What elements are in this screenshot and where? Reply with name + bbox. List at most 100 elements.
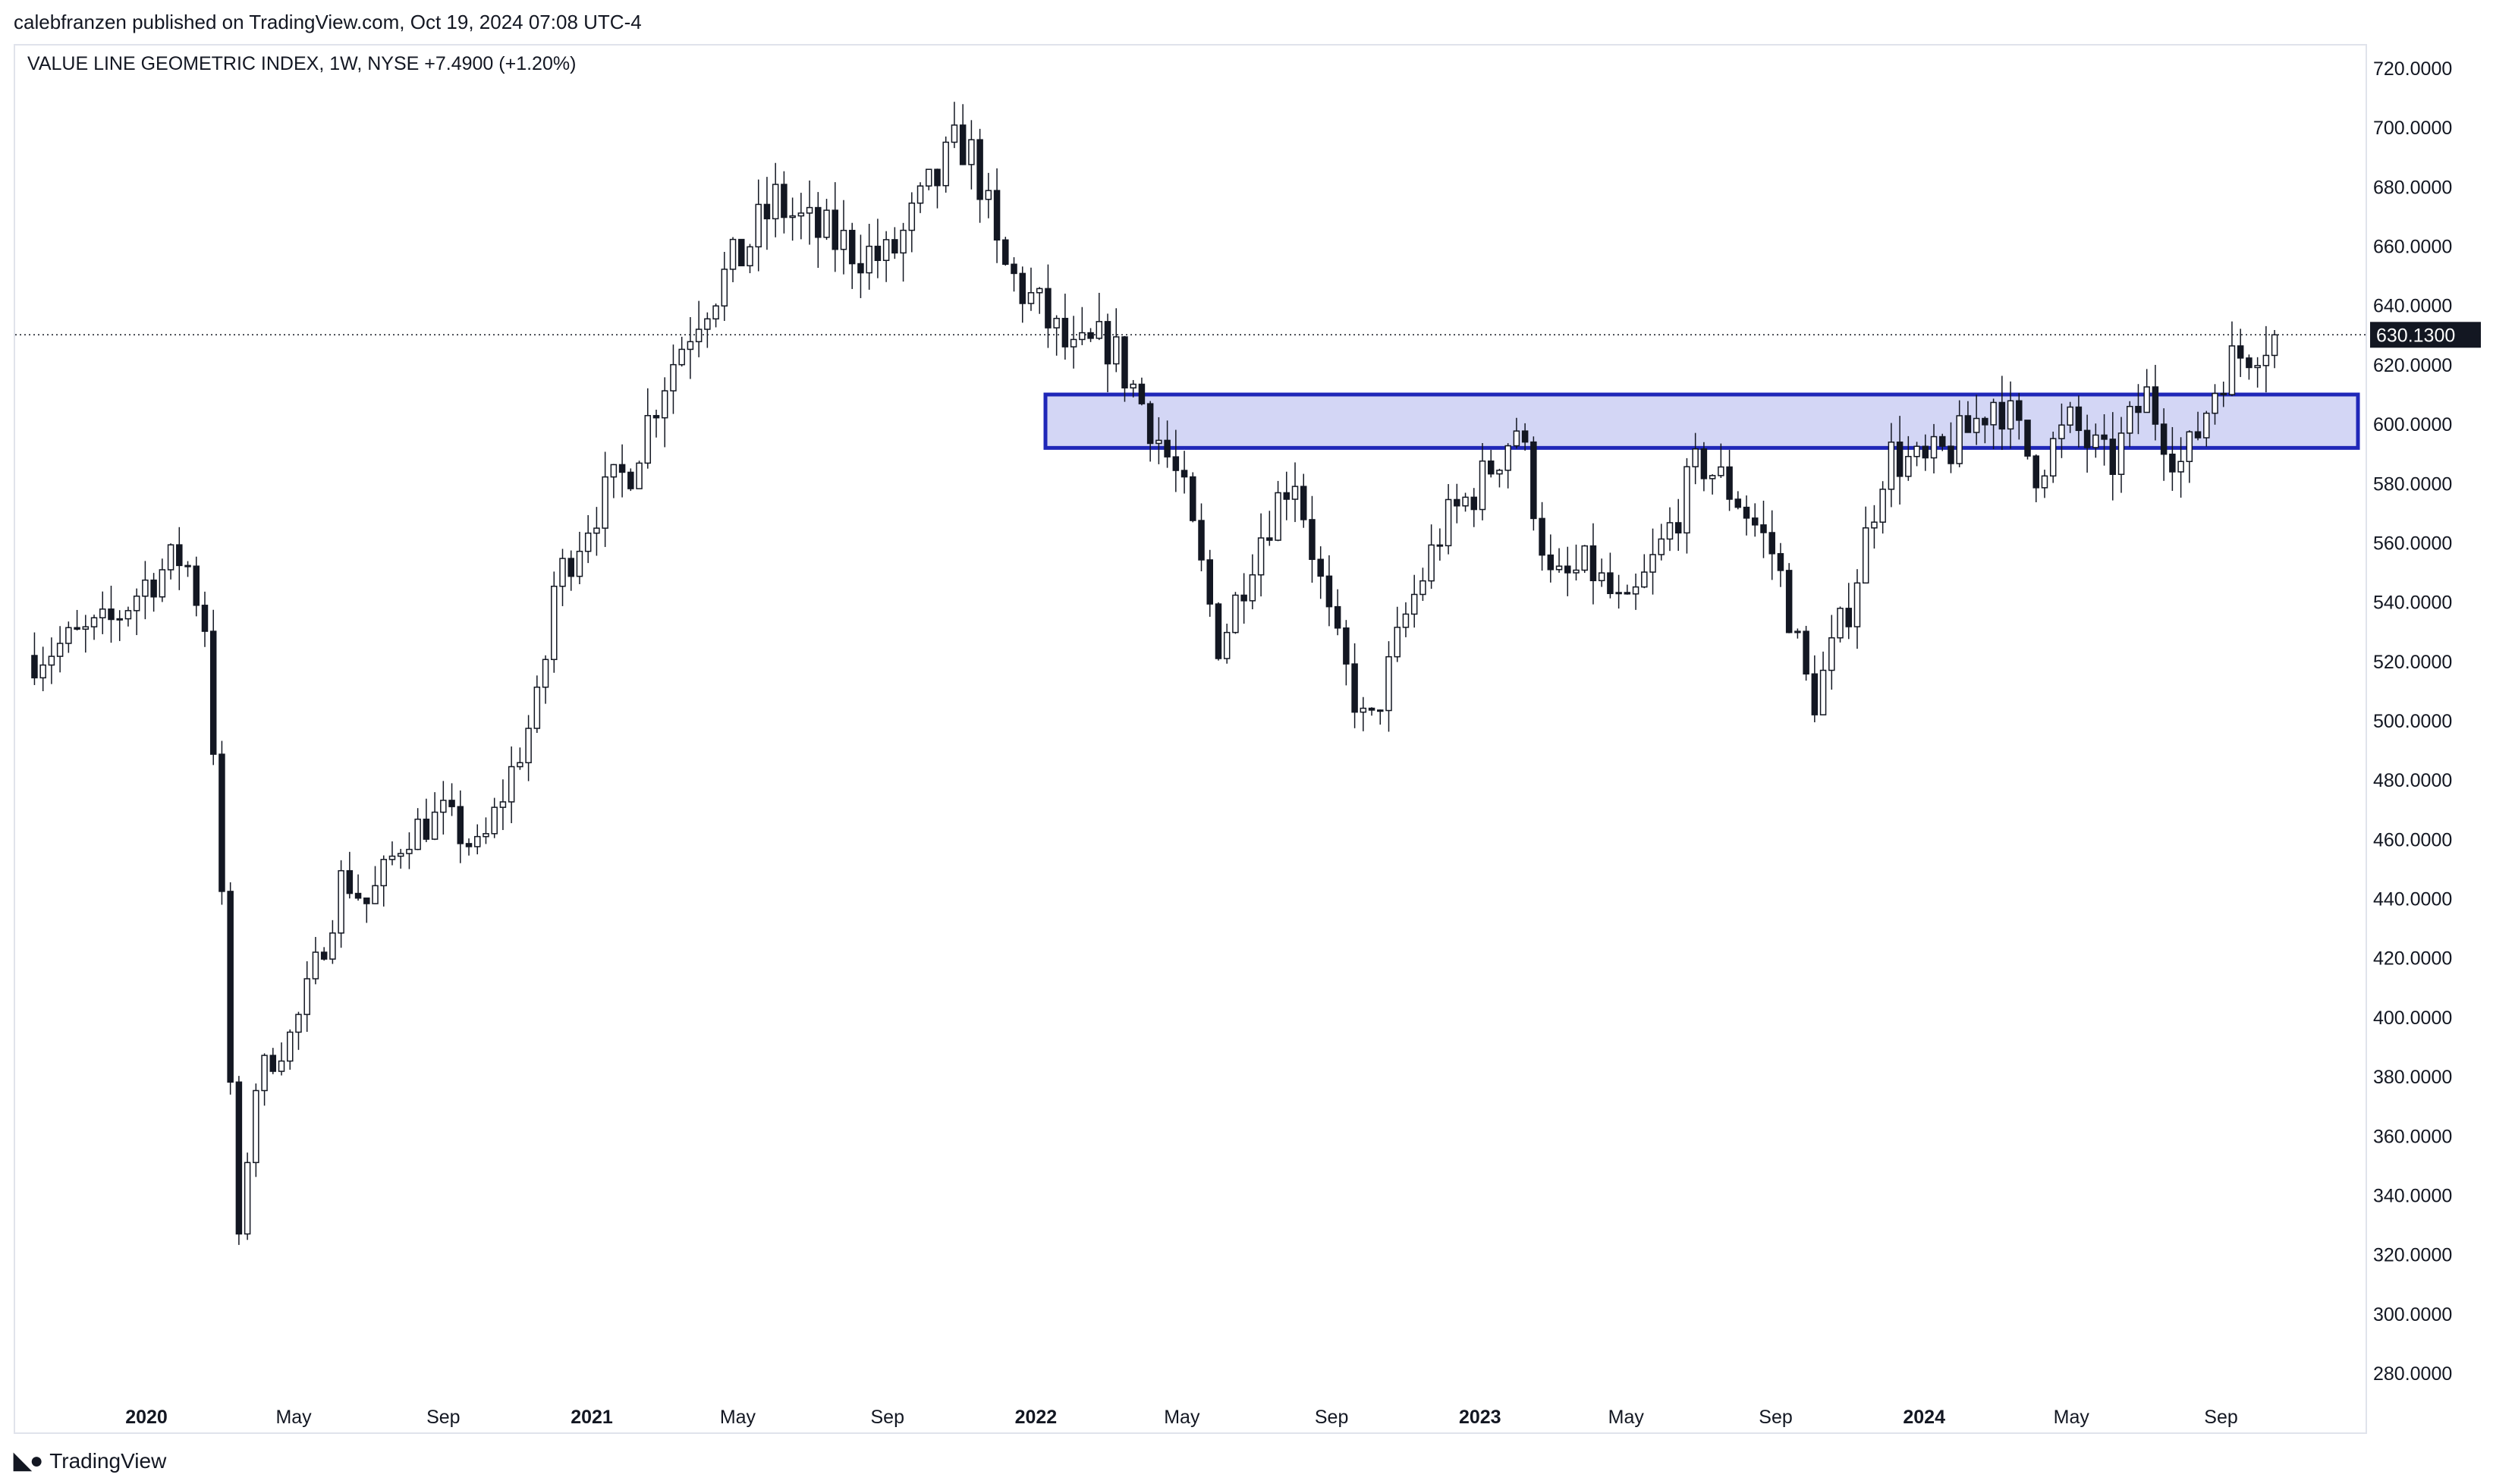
y-tick-label: 340.0000 bbox=[2373, 1185, 2452, 1206]
candle-body bbox=[278, 1060, 285, 1072]
candle-body bbox=[388, 855, 396, 860]
candle-body bbox=[1206, 559, 1213, 605]
candle-body bbox=[1734, 498, 1742, 508]
candle-body bbox=[729, 238, 737, 270]
candle-body bbox=[2186, 431, 2193, 463]
candle-body bbox=[1982, 417, 1988, 426]
candle-body bbox=[1862, 527, 1869, 584]
y-tick-label: 600.0000 bbox=[2373, 414, 2452, 435]
candle-body bbox=[721, 269, 728, 307]
candle-body bbox=[201, 605, 209, 632]
last-price-label: 630.1300 bbox=[2376, 325, 2455, 346]
candle-body bbox=[1146, 403, 1154, 445]
candle-body bbox=[1922, 445, 1929, 459]
y-tick-label: 540.0000 bbox=[2373, 593, 2452, 614]
candle-body bbox=[593, 527, 600, 534]
y-tick-label: 660.0000 bbox=[2373, 237, 2452, 258]
candle-body bbox=[380, 859, 387, 887]
candle-body bbox=[1845, 608, 1853, 627]
candle-body bbox=[670, 363, 677, 391]
candle-body bbox=[815, 206, 822, 238]
candle-body bbox=[1564, 565, 1571, 574]
y-tick-label: 640.0000 bbox=[2373, 296, 2452, 317]
candle-body bbox=[448, 800, 455, 807]
candle-body bbox=[287, 1031, 294, 1062]
y-tick-label: 560.0000 bbox=[2373, 533, 2452, 554]
candle-body bbox=[1240, 594, 1247, 602]
candle-body bbox=[678, 348, 685, 366]
candle-body bbox=[1360, 707, 1367, 713]
candle-body bbox=[320, 951, 328, 960]
candle-body bbox=[1794, 630, 1801, 634]
candle-body bbox=[823, 209, 830, 238]
candle-body bbox=[1343, 627, 1350, 665]
candle-body bbox=[1487, 460, 1495, 475]
candle-body bbox=[567, 558, 574, 577]
candle-body bbox=[82, 626, 90, 630]
candle-body bbox=[483, 833, 489, 838]
candle-body bbox=[2083, 429, 2091, 448]
candle-body bbox=[1692, 448, 1699, 467]
candle-body bbox=[1172, 456, 1180, 471]
y-tick-label: 620.0000 bbox=[2373, 355, 2452, 376]
candle-body bbox=[882, 239, 890, 262]
candle-body bbox=[747, 246, 753, 266]
candle-body bbox=[1002, 239, 1009, 266]
candle-body bbox=[2041, 475, 2048, 489]
candle-body bbox=[661, 390, 668, 419]
x-tick-label: Sep bbox=[2204, 1407, 2237, 1428]
candle-body bbox=[2143, 386, 2150, 413]
candle-body bbox=[116, 618, 123, 621]
candle-body bbox=[848, 229, 856, 265]
candle-body bbox=[1436, 544, 1444, 547]
candle-body bbox=[1104, 321, 1111, 365]
x-tick-label: Sep bbox=[870, 1407, 904, 1428]
candle-body bbox=[1419, 580, 1426, 596]
candle-body bbox=[806, 206, 813, 214]
tradingview-brand[interactable]: ◣● TradingView bbox=[14, 1448, 166, 1474]
candle-body bbox=[2160, 423, 2168, 455]
candle-body bbox=[1666, 522, 1674, 540]
candle-body bbox=[1998, 401, 2006, 430]
candle-body bbox=[142, 579, 149, 597]
candle-body bbox=[2228, 345, 2236, 395]
candle-body bbox=[1905, 455, 1912, 477]
candle-body bbox=[644, 415, 652, 464]
candle-body bbox=[56, 643, 64, 657]
candle-body bbox=[465, 843, 473, 847]
candle-body bbox=[1079, 332, 1086, 341]
x-tick-label: 2024 bbox=[1903, 1407, 1945, 1428]
candle-body bbox=[2049, 438, 2057, 477]
candle-body bbox=[1990, 401, 1997, 426]
candle-body bbox=[1470, 496, 1478, 511]
x-tick-label: Sep bbox=[426, 1407, 460, 1428]
candle-body bbox=[31, 655, 38, 679]
resistance-zone bbox=[1043, 392, 2360, 450]
candle-body bbox=[1138, 383, 1146, 404]
candle-body bbox=[789, 215, 796, 219]
candle-body bbox=[1070, 338, 1077, 347]
chart-legend: VALUE LINE GEOMETRIC INDEX, 1W, NYSE +7.… bbox=[27, 53, 577, 74]
candle-body bbox=[993, 190, 1001, 241]
y-tick-label: 680.0000 bbox=[2373, 177, 2452, 198]
candle-body bbox=[338, 869, 344, 934]
candle-body bbox=[976, 139, 983, 200]
candle-body bbox=[312, 951, 319, 979]
candle-body bbox=[1718, 466, 1724, 476]
candle-body bbox=[1164, 439, 1171, 457]
candle-body bbox=[1871, 521, 1878, 529]
candle-body bbox=[1257, 537, 1265, 576]
candle-body bbox=[1027, 292, 1035, 304]
candle-body bbox=[2271, 334, 2278, 357]
candle-body bbox=[772, 184, 779, 220]
candle-body bbox=[1624, 592, 1631, 595]
candle-body bbox=[1334, 605, 1341, 629]
candle-body bbox=[559, 558, 566, 587]
candle-body bbox=[1266, 537, 1273, 541]
candle-body bbox=[542, 659, 549, 688]
candle-body bbox=[602, 476, 608, 529]
candle-body bbox=[2237, 345, 2244, 359]
candle-body bbox=[1215, 603, 1222, 659]
candle-body bbox=[2007, 400, 2014, 430]
